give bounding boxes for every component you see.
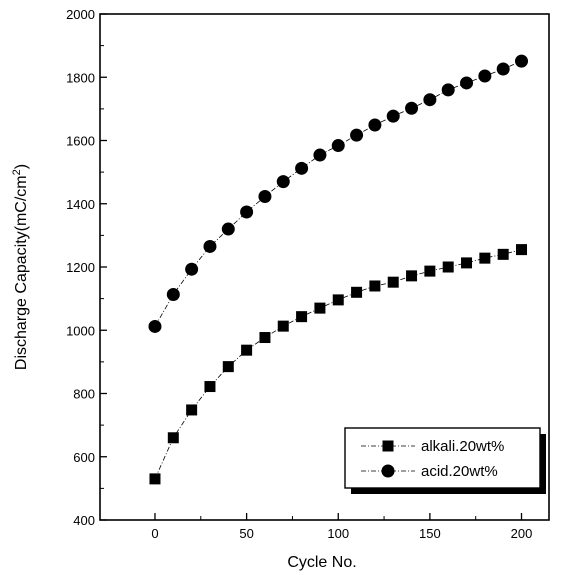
y-tick-label: 1000: [66, 323, 95, 338]
y-tick-label: 2000: [66, 7, 95, 22]
legend-box: [344, 427, 541, 489]
data-point-square: [332, 294, 344, 306]
data-point-square: [259, 332, 271, 344]
legend-marker-circle: [381, 464, 395, 478]
series-1: [149, 244, 528, 485]
data-point-circle: [350, 128, 364, 142]
data-point-square: [479, 252, 491, 264]
data-point-square: [186, 404, 198, 416]
data-point-square: [277, 320, 289, 332]
data-point-square: [222, 361, 234, 373]
data-point-circle: [185, 262, 199, 276]
data-point-square: [387, 276, 399, 288]
data-point-circle: [331, 139, 345, 153]
legend-marker-square: [382, 440, 394, 452]
y-tick-label: 600: [73, 450, 95, 465]
y-tick-label: 400: [73, 513, 95, 528]
data-point-square: [204, 381, 216, 393]
y-tick-label: 800: [73, 387, 95, 402]
y-axis-title-main: Discharge Capacity(mC/cm: [13, 175, 30, 370]
y-tick-label: 1600: [66, 134, 95, 149]
data-point-square: [314, 302, 326, 314]
x-tick-label: 50: [239, 526, 253, 541]
data-point-square: [296, 311, 308, 323]
data-point-circle: [258, 189, 272, 203]
data-point-circle: [515, 54, 529, 68]
data-point-square: [406, 270, 418, 282]
data-point-square: [351, 286, 363, 298]
series-2: [148, 54, 529, 333]
series-line: [154, 60, 522, 327]
legend-entry: alkali.20wt%: [361, 438, 504, 455]
y-tick-label: 1400: [66, 197, 95, 212]
data-point-square: [442, 261, 454, 273]
data-point-square: [369, 280, 381, 292]
x-axis-title: Cycle No.: [287, 554, 356, 571]
data-point-square: [461, 257, 473, 269]
data-point-circle: [240, 205, 254, 219]
x-tick-label: 200: [511, 526, 533, 541]
x-tick-label: 150: [419, 526, 441, 541]
data-point-circle: [478, 69, 492, 83]
data-point-square: [424, 265, 436, 277]
data-point-circle: [148, 319, 162, 333]
legend-entry: acid.20wt%: [361, 463, 498, 480]
y-axis-title: Discharge Capacity(mC/cm2): [11, 164, 30, 370]
data-point-circle: [166, 288, 180, 302]
data-point-circle: [423, 93, 437, 107]
x-tick-label: 100: [327, 526, 349, 541]
data-point-circle: [405, 101, 419, 115]
data-point-circle: [441, 83, 455, 97]
y-tick-label: 1800: [66, 70, 95, 85]
data-point-square: [149, 473, 161, 485]
data-point-square: [516, 244, 528, 256]
data-point-square: [497, 248, 509, 260]
data-point-square: [241, 344, 253, 356]
y-tick-label: 1200: [66, 260, 95, 275]
legend-label: alkali.20wt%: [421, 438, 504, 455]
data-point-circle: [203, 239, 217, 253]
data-point-square: [167, 432, 179, 444]
data-point-circle: [460, 76, 474, 90]
x-tick-label: 0: [151, 526, 158, 541]
y-axis-title-close: ): [13, 164, 30, 169]
data-point-circle: [496, 62, 510, 76]
data-point-circle: [221, 222, 235, 236]
legend-label: acid.20wt%: [421, 463, 498, 480]
data-point-circle: [313, 148, 327, 162]
data-point-circle: [386, 109, 400, 123]
data-point-circle: [295, 161, 309, 175]
data-point-circle: [368, 118, 382, 132]
y-axis-title-superscript: 2: [11, 169, 23, 175]
data-point-circle: [276, 175, 290, 189]
